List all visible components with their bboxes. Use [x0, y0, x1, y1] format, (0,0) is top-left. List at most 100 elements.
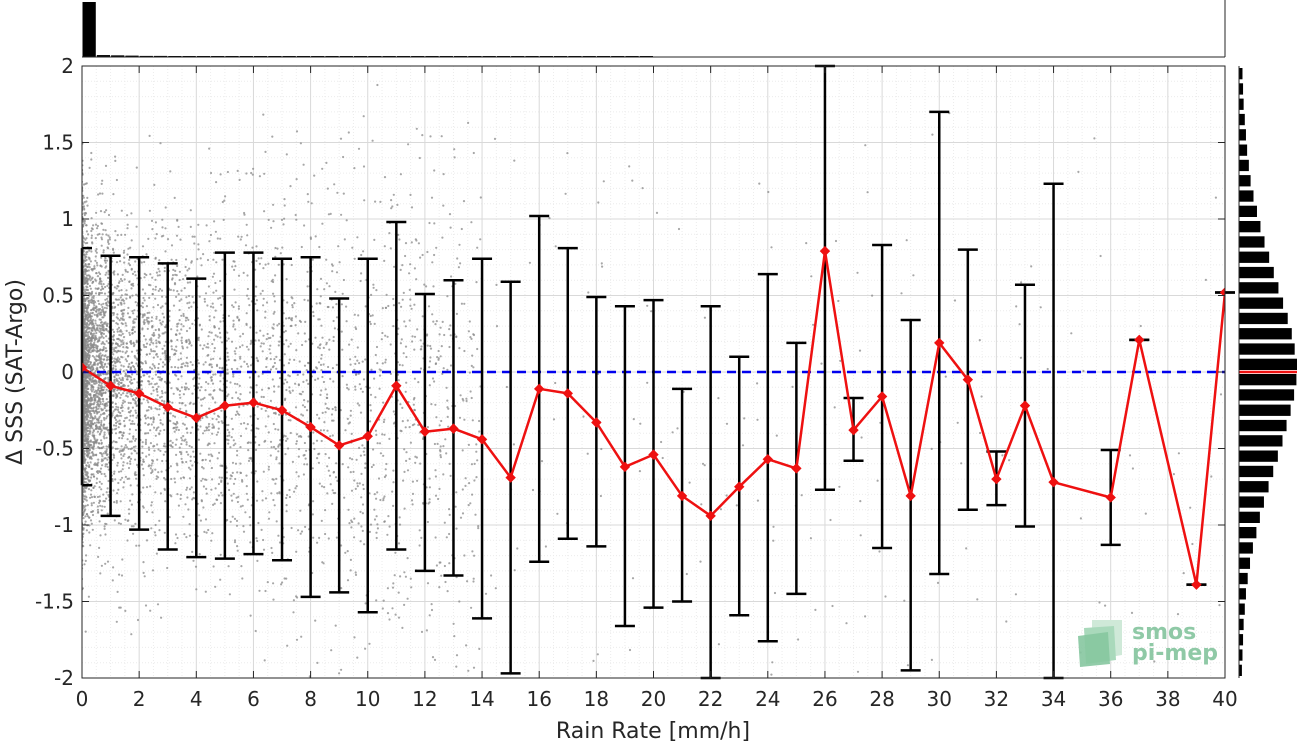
scatter-point — [262, 297, 265, 300]
scatter-point — [285, 496, 288, 500]
scatter-point — [94, 319, 97, 322]
scatter-point — [362, 250, 365, 253]
scatter-point — [122, 251, 125, 254]
scatter-point — [469, 390, 472, 393]
scatter-point — [185, 386, 188, 389]
scatter-point — [200, 264, 203, 267]
scatter-point — [286, 381, 289, 384]
scatter-point — [143, 334, 146, 338]
scatter-point — [141, 245, 145, 248]
scatter-point — [290, 263, 293, 267]
scatter-point — [247, 441, 250, 444]
scatter-point — [237, 274, 241, 277]
scatter-point — [241, 577, 244, 580]
scatter-point — [350, 338, 353, 341]
scatter-point — [298, 360, 301, 363]
scatter-point — [143, 345, 146, 348]
scatter-point — [171, 441, 174, 444]
scatter-point — [409, 577, 412, 580]
scatter-point — [428, 614, 431, 617]
scatter-point — [582, 415, 585, 418]
scatter-point — [295, 178, 298, 181]
scatter-point — [83, 563, 86, 566]
scatter-point — [131, 272, 135, 275]
scatter-point — [182, 435, 185, 438]
scatter-point — [148, 209, 151, 212]
scatter-point — [179, 493, 182, 496]
scatter-point — [157, 362, 160, 366]
scatter-point — [348, 457, 352, 460]
scatter-point — [213, 502, 216, 505]
scatter-point — [312, 500, 315, 503]
scatter-point — [178, 389, 182, 393]
scatter-point — [408, 457, 411, 460]
scatter-point — [136, 463, 139, 467]
scatter-point — [362, 165, 366, 168]
scatter-point — [295, 349, 298, 352]
scatter-point — [375, 536, 378, 540]
scatter-point — [130, 350, 134, 353]
scatter-point — [142, 398, 145, 401]
scatter-point — [242, 530, 246, 533]
scatter-point — [160, 289, 164, 292]
scatter-point — [254, 302, 257, 305]
scatter-point — [221, 389, 224, 392]
scatter-point — [116, 330, 119, 333]
scatter-point — [221, 295, 224, 298]
scatter-point — [84, 495, 87, 498]
scatter-point — [134, 428, 137, 432]
scatter-point — [142, 474, 145, 477]
scatter-point — [340, 668, 343, 671]
scatter-point — [433, 658, 437, 662]
scatter-point — [329, 483, 332, 486]
scatter-point — [306, 299, 310, 302]
scatter-point — [182, 515, 185, 518]
scatter-point — [243, 422, 246, 425]
scatter-point — [262, 548, 266, 551]
scatter-point — [375, 433, 378, 436]
scatter-point — [89, 493, 93, 496]
scatter-point — [161, 312, 164, 315]
scatter-point — [99, 413, 102, 416]
scatter-point — [128, 331, 131, 334]
scatter-point — [154, 407, 157, 410]
scatter-point — [84, 630, 87, 633]
scatter-point — [117, 522, 120, 525]
scatter-point — [124, 444, 127, 447]
scatter-point — [1014, 593, 1018, 596]
scatter-point — [148, 311, 151, 314]
scatter-point — [204, 361, 207, 364]
scatter-point — [135, 370, 139, 374]
scatter-point — [224, 195, 227, 198]
scatter-point — [151, 511, 154, 514]
scatter-point — [138, 544, 141, 547]
scatter-point — [174, 269, 177, 272]
scatter-point — [116, 284, 119, 288]
scatter-point — [930, 447, 933, 450]
scatter-point — [460, 302, 463, 305]
scatter-point — [106, 324, 109, 328]
scatter-point — [92, 376, 95, 379]
scatter-point — [772, 539, 775, 542]
scatter-point — [245, 427, 248, 430]
scatter-point — [200, 386, 203, 389]
scatter-point — [467, 443, 470, 446]
scatter-point — [420, 630, 424, 634]
scatter-point — [219, 553, 222, 556]
scatter-point — [95, 272, 98, 275]
scatter-point — [303, 224, 306, 227]
scatter-point — [362, 483, 365, 486]
scatter-point — [198, 553, 201, 556]
scatter-point — [1020, 281, 1023, 284]
scatter-point — [404, 325, 407, 328]
scatter-point — [362, 378, 366, 381]
scatter-point — [324, 402, 327, 405]
scatter-point — [206, 416, 209, 419]
scatter-point — [151, 469, 154, 472]
scatter-point — [127, 456, 130, 459]
scatter-point — [105, 209, 108, 212]
scatter-point — [100, 236, 103, 239]
scatter-point — [361, 444, 364, 447]
scatter-point — [89, 544, 92, 547]
scatter-point — [472, 333, 476, 337]
